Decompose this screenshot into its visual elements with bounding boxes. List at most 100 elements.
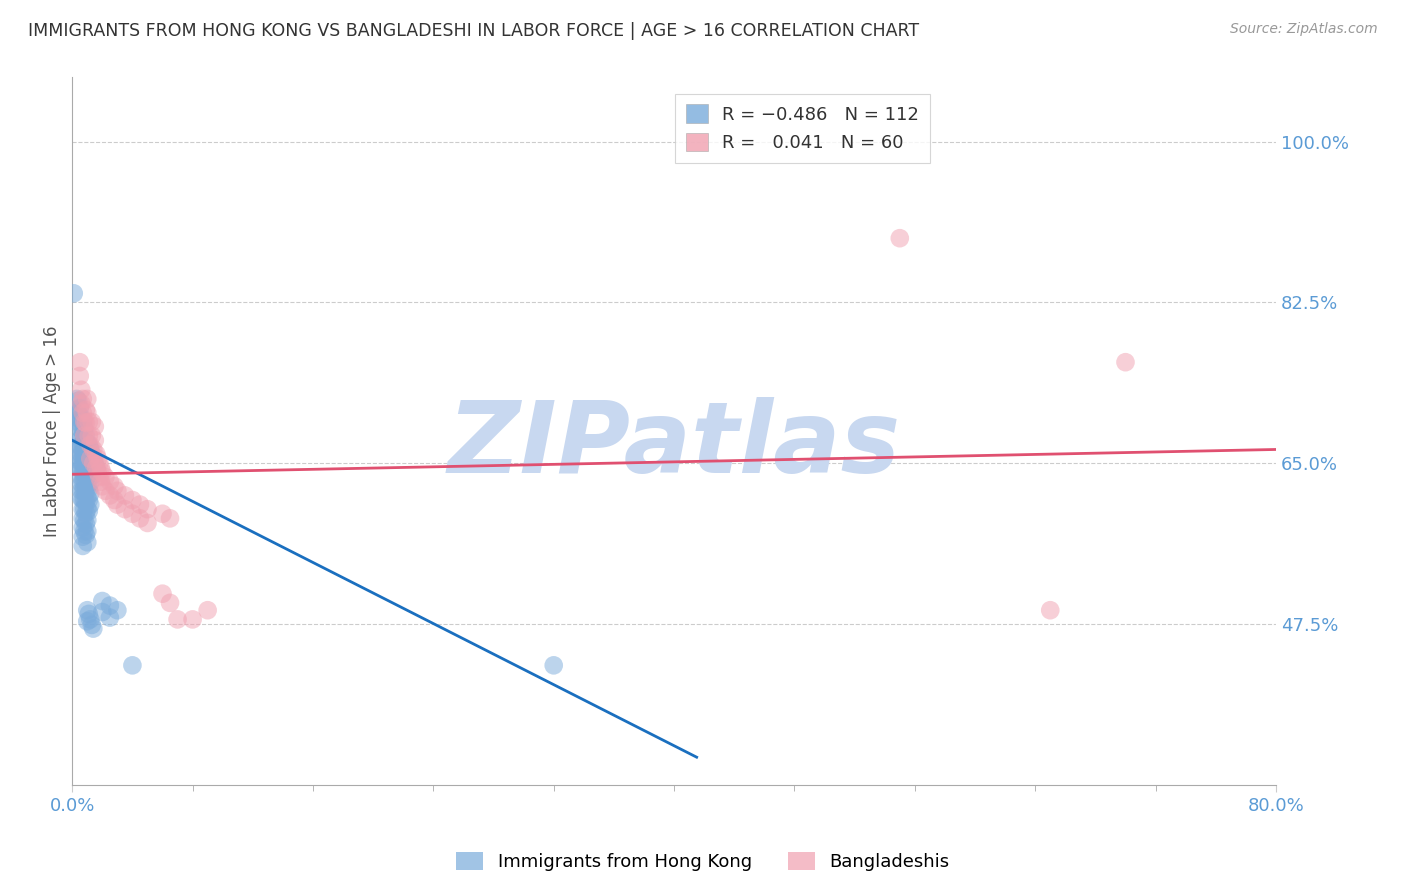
- Point: [75, 462, 97, 476]
- Point: [75, 483, 97, 498]
- Point: [79, 465, 101, 479]
- Point: [70, 476, 93, 491]
- Point: [76, 480, 98, 494]
- Point: [70, 470, 93, 484]
- Point: [72, 456, 94, 470]
- Point: [76, 524, 98, 539]
- Point: [89, 470, 111, 484]
- Point: [75, 428, 97, 442]
- Point: [75, 506, 97, 520]
- Point: [91, 605, 114, 619]
- Point: [159, 596, 181, 610]
- Point: [181, 612, 204, 626]
- Point: [79, 612, 101, 626]
- Point: [77, 471, 100, 485]
- Point: [91, 479, 114, 493]
- Point: [83, 419, 105, 434]
- Point: [79, 453, 101, 467]
- Point: [73, 415, 96, 429]
- Text: ZIPatlas: ZIPatlas: [447, 397, 901, 494]
- Point: [114, 488, 136, 502]
- Point: [76, 603, 98, 617]
- Point: [129, 511, 152, 525]
- Point: [67, 393, 90, 408]
- Point: [76, 502, 98, 516]
- Point: [129, 498, 152, 512]
- Point: [84, 460, 107, 475]
- Point: [69, 412, 91, 426]
- Point: [79, 475, 101, 490]
- Point: [83, 456, 105, 470]
- Point: [76, 491, 98, 505]
- Point: [1114, 355, 1136, 369]
- Point: [91, 594, 114, 608]
- Point: [77, 438, 100, 452]
- Point: [70, 491, 93, 505]
- Point: [72, 520, 94, 534]
- Point: [73, 421, 96, 435]
- Point: [72, 493, 94, 508]
- Point: [77, 428, 100, 442]
- Point: [77, 607, 100, 621]
- Point: [76, 614, 98, 628]
- Point: [69, 440, 91, 454]
- Point: [72, 415, 94, 429]
- Point: [70, 383, 93, 397]
- Point: [76, 436, 98, 450]
- Point: [79, 442, 101, 457]
- Point: [89, 456, 111, 470]
- Point: [90, 460, 112, 475]
- Point: [114, 502, 136, 516]
- Point: [103, 493, 125, 508]
- Point: [72, 446, 94, 460]
- Legend: Immigrants from Hong Kong, Bangladeshis: Immigrants from Hong Kong, Bangladeshis: [449, 845, 957, 879]
- Point: [77, 482, 100, 496]
- Point: [73, 442, 96, 457]
- Point: [67, 415, 90, 429]
- Point: [75, 450, 97, 465]
- Point: [77, 493, 100, 508]
- Point: [87, 466, 110, 480]
- Point: [98, 610, 121, 624]
- Point: [98, 599, 121, 613]
- Point: [69, 462, 91, 476]
- Point: [889, 231, 911, 245]
- Point: [152, 587, 174, 601]
- Point: [70, 431, 93, 445]
- Point: [76, 447, 98, 461]
- Point: [121, 658, 143, 673]
- Point: [76, 469, 98, 483]
- Point: [75, 416, 97, 430]
- Point: [72, 466, 94, 480]
- Point: [79, 438, 101, 452]
- Point: [69, 401, 91, 416]
- Point: [79, 451, 101, 466]
- Point: [72, 502, 94, 516]
- Point: [72, 483, 94, 498]
- Point: [70, 483, 93, 498]
- Point: [62, 286, 84, 301]
- Point: [69, 421, 91, 435]
- Point: [121, 507, 143, 521]
- Point: [76, 535, 98, 549]
- Point: [73, 428, 96, 442]
- Point: [121, 493, 143, 508]
- Point: [98, 488, 121, 502]
- Point: [136, 502, 159, 516]
- Point: [105, 483, 128, 498]
- Point: [70, 447, 93, 461]
- Point: [136, 516, 159, 530]
- Point: [72, 475, 94, 489]
- Point: [72, 425, 94, 440]
- Point: [79, 498, 101, 512]
- Point: [73, 513, 96, 527]
- Point: [73, 473, 96, 487]
- Point: [82, 456, 104, 470]
- Point: [84, 447, 107, 461]
- Point: [166, 612, 188, 626]
- Point: [72, 406, 94, 420]
- Point: [72, 392, 94, 406]
- Point: [70, 462, 93, 476]
- Point: [80, 447, 103, 461]
- Point: [66, 403, 89, 417]
